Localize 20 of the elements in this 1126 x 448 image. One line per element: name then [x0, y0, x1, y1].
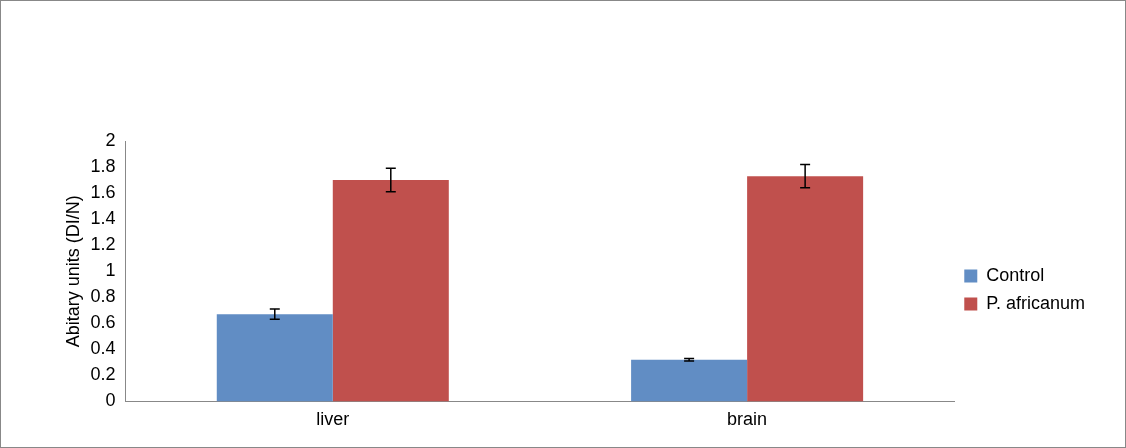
y-tick-label: 1.4	[90, 208, 116, 229]
y-tick-label: 1.2	[90, 234, 116, 255]
y-tick-label: 0.8	[90, 286, 116, 307]
bar	[747, 176, 864, 402]
y-axis-title: Abitary units (DI/N)	[62, 195, 83, 348]
y-tick-label: 1	[105, 260, 116, 281]
y-tick-label: 1.6	[90, 182, 116, 203]
y-tick-label: 1.8	[90, 156, 116, 177]
bar	[216, 314, 333, 402]
x-tick-label: liver	[316, 409, 350, 430]
y-tick-label: 0.6	[90, 312, 116, 333]
x-tick-label: brain	[727, 409, 768, 430]
bar	[631, 359, 748, 402]
y-tick-label: 0.4	[90, 338, 116, 359]
y-tick-label: 0	[105, 390, 116, 411]
legend-label: Control	[986, 264, 1045, 285]
bar	[332, 180, 449, 402]
y-tick-label: 2	[105, 129, 116, 150]
legend-label: P. africanum	[986, 292, 1085, 313]
y-tick-label: 0.2	[90, 364, 116, 385]
